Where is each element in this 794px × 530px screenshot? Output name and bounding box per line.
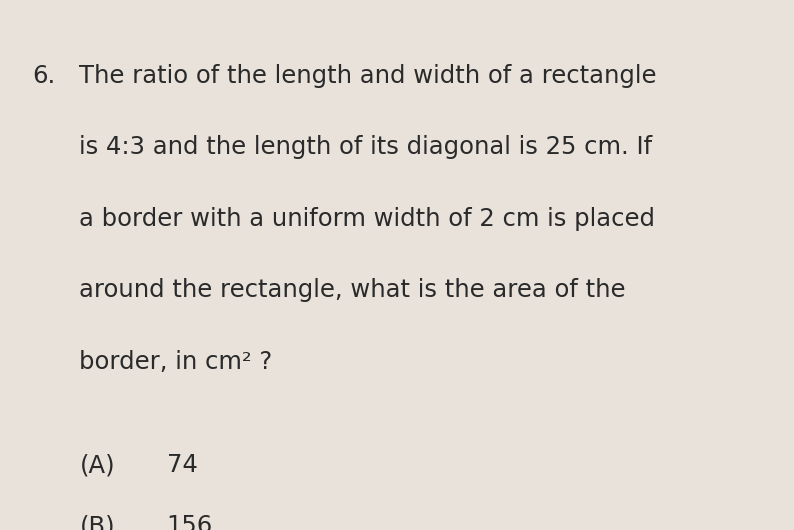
Text: The ratio of the length and width of a rectangle: The ratio of the length and width of a r… (79, 64, 657, 87)
Text: 74: 74 (167, 453, 198, 477)
Text: around the rectangle, what is the area of the: around the rectangle, what is the area o… (79, 278, 626, 302)
Text: (B): (B) (79, 514, 115, 530)
Text: 156: 156 (167, 514, 213, 530)
Text: 6.: 6. (32, 64, 55, 87)
Text: border, in cm² ?: border, in cm² ? (79, 350, 272, 374)
Text: a border with a uniform width of 2 cm is placed: a border with a uniform width of 2 cm is… (79, 207, 655, 231)
Text: (A): (A) (79, 453, 115, 477)
Text: is 4:3 and the length of its diagonal is 25 cm. If: is 4:3 and the length of its diagonal is… (79, 135, 653, 159)
